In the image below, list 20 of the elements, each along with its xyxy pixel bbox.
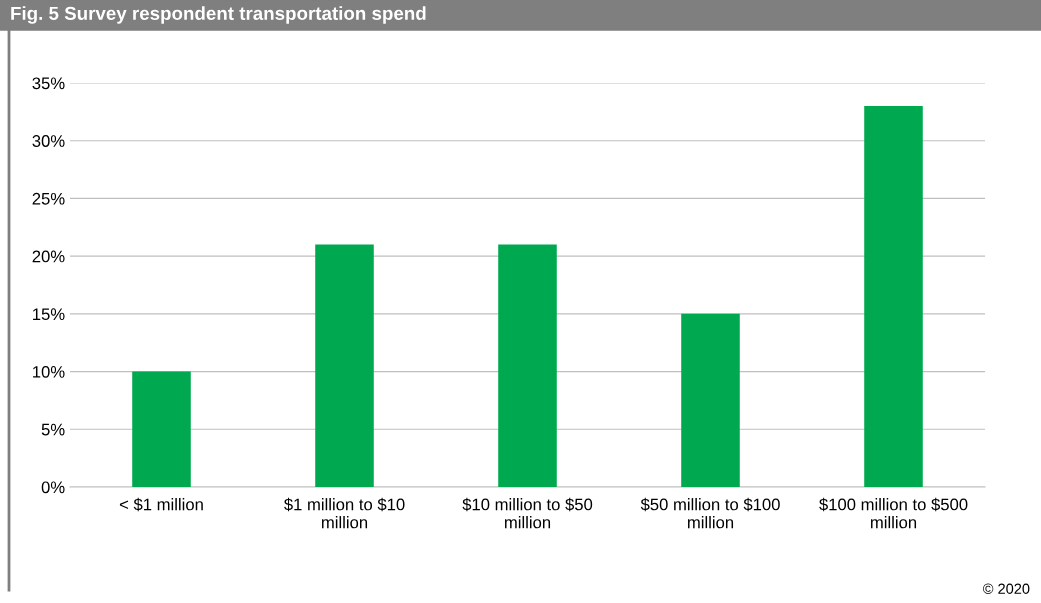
y-tick-label: 20% <box>32 250 65 263</box>
x-tick-label: $10 million to $50 million <box>462 497 593 529</box>
y-tick-label: 5% <box>41 423 65 436</box>
chart-title: Fig. 5 Survey respondent transportation spend <box>11 6 426 24</box>
y-tick-label: 10% <box>33 365 65 378</box>
bar <box>498 244 557 487</box>
text: © 2020 <box>982 583 1030 594</box>
y-tick-label: 15% <box>33 308 65 321</box>
x-tick-label: < $1 million <box>119 497 203 512</box>
y-tick-label: 0% <box>41 481 65 494</box>
bar <box>681 313 740 487</box>
bar <box>864 106 923 487</box>
x-tick-label: $50 million to $100 million <box>640 497 780 529</box>
x-tick-label: $1 million to $10 million <box>284 497 405 529</box>
y-tick-label: 35% <box>32 77 65 90</box>
bar <box>132 371 191 487</box>
y-tick-label: 25% <box>32 192 65 205</box>
x-tick-label: $100 million to $500 million <box>819 497 968 529</box>
y-tick-label: 30% <box>32 135 65 147</box>
bar <box>315 244 374 487</box>
